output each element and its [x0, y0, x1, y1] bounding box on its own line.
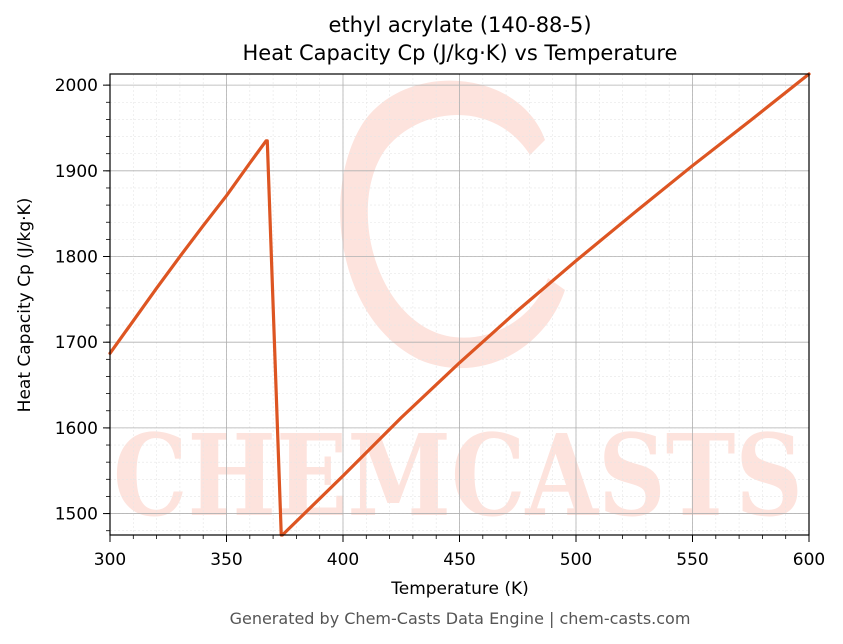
y-tick-label: 1700 — [55, 333, 98, 353]
y-tick-label: 1500 — [55, 505, 98, 525]
watermark: CHEMCASTS — [113, 80, 803, 542]
x-tick-labels: 300 350 400 450 500 550 600 — [94, 550, 825, 570]
x-axis-label: Temperature (K) — [390, 579, 529, 599]
ticks — [103, 84, 810, 542]
x-tick-label: 350 — [210, 550, 242, 570]
x-tick-label: 400 — [327, 550, 359, 570]
footer-credit: Generated by Chem-Casts Data Engine | ch… — [230, 609, 691, 628]
watermark-text: CHEMCASTS — [113, 411, 803, 542]
x-tick-label: 550 — [676, 550, 708, 570]
chart-title-line1: ethyl acrylate (140-88-5) — [328, 13, 591, 37]
x-tick-label: 600 — [793, 550, 825, 570]
x-tick-label: 500 — [560, 550, 592, 570]
x-tick-label: 450 — [443, 550, 475, 570]
y-axis-label: Heat Capacity Cp (J/kg·K) — [15, 198, 35, 413]
y-tick-label: 1800 — [55, 248, 98, 268]
y-tick-label: 2000 — [55, 76, 98, 96]
y-tick-label: 1600 — [55, 419, 98, 439]
y-tick-label: 1900 — [55, 162, 98, 182]
y-tick-labels: 1500 1600 1700 1800 1900 2000 — [55, 76, 98, 524]
x-tick-label: 300 — [94, 550, 126, 570]
chart-title-line2: Heat Capacity Cp (J/kg·K) vs Temperature — [243, 41, 678, 65]
